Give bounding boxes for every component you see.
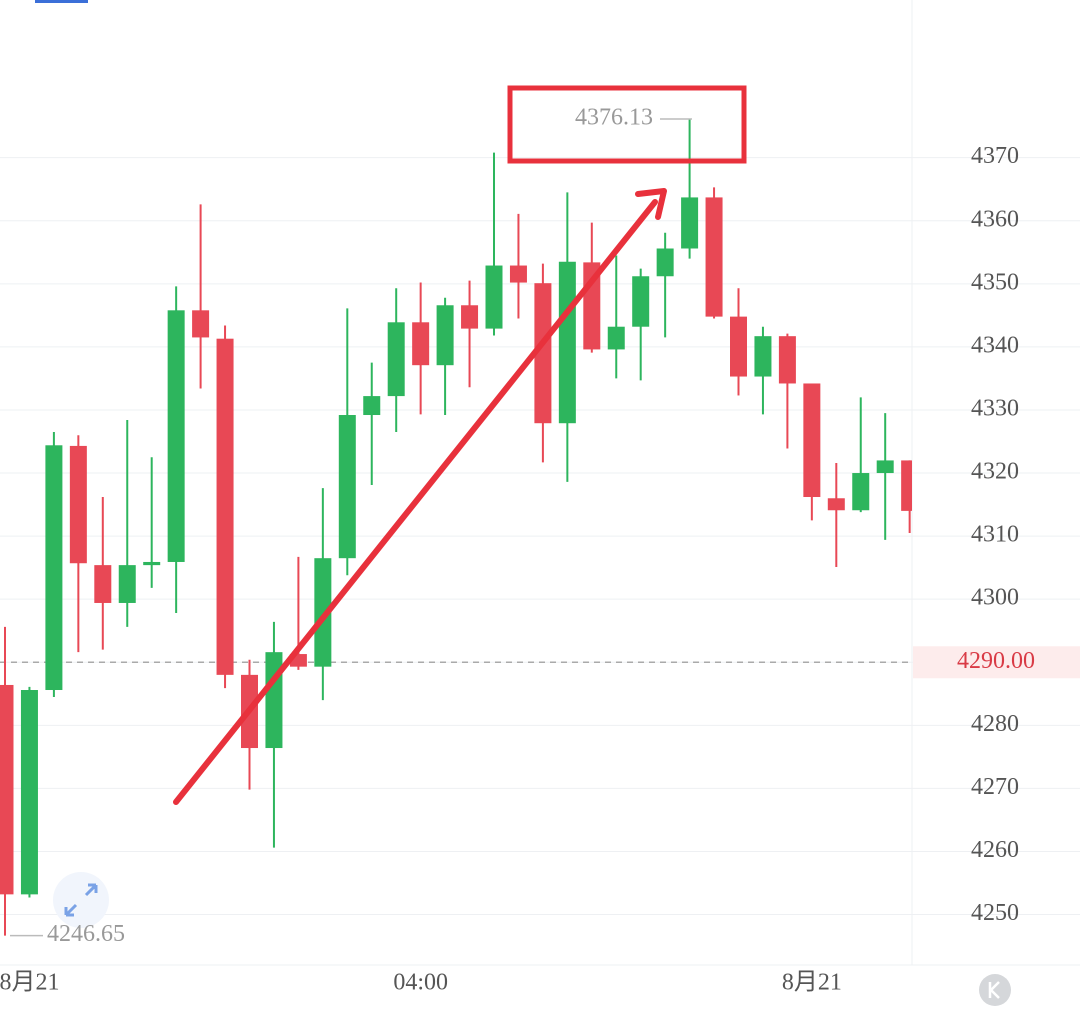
y-tick-label: 4340 [971,332,1019,358]
last-price-tag [913,646,1080,679]
candle-body [827,498,845,511]
candle-body [607,326,625,350]
trend-arrow-head [635,188,667,220]
candle-body [803,383,821,498]
candle-body [0,684,14,895]
candles [0,119,912,936]
candle-body [632,276,650,327]
candle-body [45,445,63,691]
candle-body [681,197,699,249]
candle-body [216,338,234,675]
candle-body [436,305,454,366]
candle-body [20,690,38,895]
k-button[interactable] [979,974,1011,1006]
candle-body [730,316,747,377]
y-tick-label: 4320 [971,459,1019,485]
candle-body [118,565,136,603]
candle-body [69,445,87,564]
candle-body [509,265,527,283]
candle-body [167,310,185,562]
candle-body [338,415,356,559]
candle-body [192,310,210,338]
candle-body [265,652,283,749]
max-label: 4376.13 [575,105,653,131]
grid: 4250426042704280429043004310432043304340… [0,143,1080,996]
y-tick-label: 4270 [971,774,1019,800]
highlight-box [507,85,747,164]
overlay: 4376.13 4246.65 [10,85,1011,1006]
y-tick-label: 4360 [971,206,1019,232]
candle-body [852,473,870,511]
candle-body [363,396,381,416]
candle-body [314,558,332,667]
y-tick-label: 4310 [971,522,1019,548]
y-tick-label: 4350 [971,269,1019,295]
candle-body [412,322,430,366]
candle-body [94,565,112,603]
expand-button[interactable] [53,872,109,928]
candle-body [656,248,674,277]
x-tick-label: 04:00 [393,970,448,996]
min-label: 4246.65 [47,921,125,947]
k-icon [988,981,1000,999]
candle-body [754,336,772,377]
candle-body [558,261,576,424]
candle-body [143,561,161,566]
y-tick-label: 4300 [971,585,1019,611]
expand-icon [64,883,98,917]
candle-body [901,460,912,511]
y-tick-label: 4370 [971,143,1019,169]
candle-body [876,460,894,474]
last-price-label: 4290.00 [957,648,1035,674]
y-tick-label: 4250 [971,900,1019,926]
candle-body [485,265,503,329]
candle-body [461,305,479,329]
candle-body [534,283,552,424]
candle-body [778,336,796,384]
candle-body [705,197,723,317]
y-tick-label: 4280 [971,711,1019,737]
x-tick-label: 8月21 [0,970,59,996]
y-tick-label: 4260 [971,837,1019,863]
x-tick-label: 8月21 [782,970,842,996]
trend-arrow [173,199,658,805]
tab-indicator [35,0,88,3]
candle-body [387,322,405,397]
y-tick-label: 4330 [971,395,1019,421]
